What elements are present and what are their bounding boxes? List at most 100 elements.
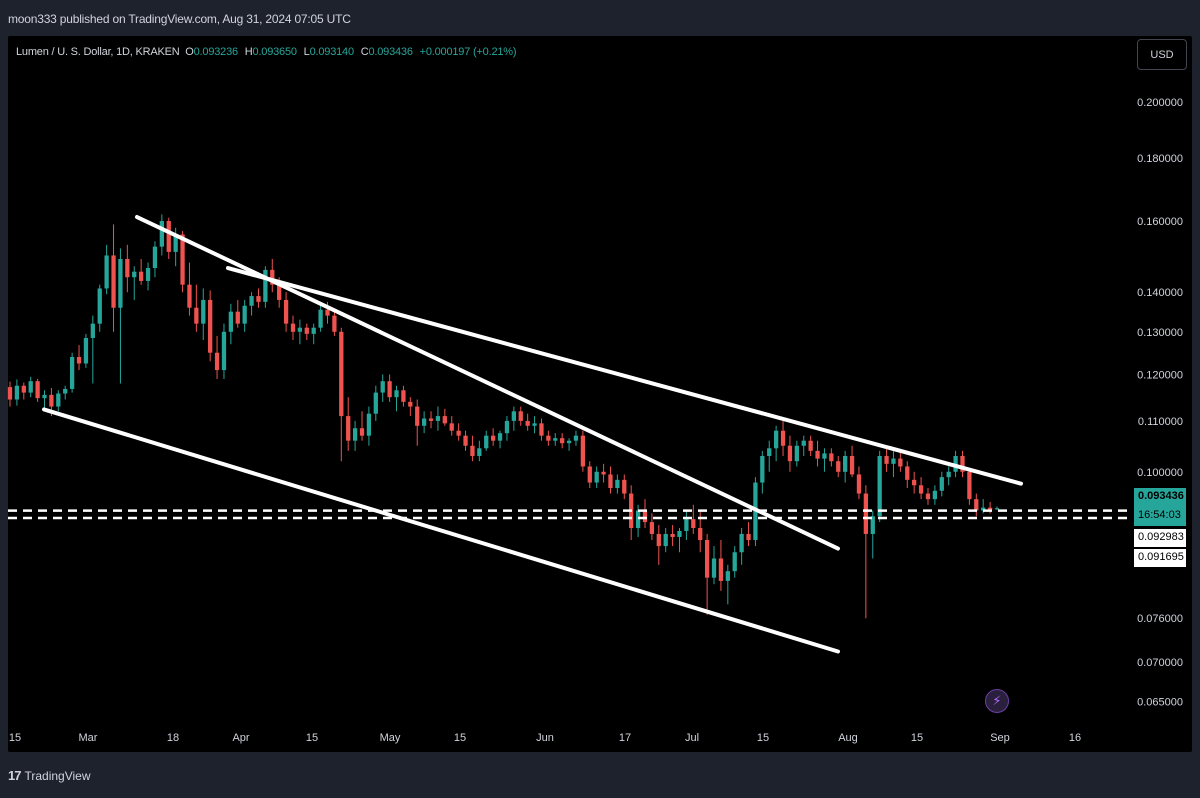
countdown-value: 16:54:03 xyxy=(1138,509,1181,521)
time-tick-label: Jun xyxy=(536,732,554,744)
trendline xyxy=(226,266,1023,486)
candle-body xyxy=(918,485,924,494)
published-credit: moon333 published on TradingView.com, Au… xyxy=(8,12,351,26)
candle-body xyxy=(863,493,868,534)
candle-body xyxy=(891,458,896,464)
candle-body xyxy=(449,423,454,431)
candle-body xyxy=(877,456,882,517)
close-label: C xyxy=(360,46,369,58)
candle-body xyxy=(939,477,944,491)
candle-body xyxy=(642,510,648,523)
top-bar: moon333 published on TradingView.com, Au… xyxy=(0,0,1200,36)
candle-body xyxy=(56,393,61,407)
candle-body xyxy=(580,435,586,467)
open-value: 0.093236 xyxy=(193,46,238,58)
candle-body xyxy=(967,471,972,500)
price-tick-label: 0.100000 xyxy=(1137,467,1183,479)
candle-body xyxy=(152,246,158,269)
candle-body xyxy=(228,311,234,332)
candle-body xyxy=(560,438,565,444)
candle-body xyxy=(829,453,834,462)
symbol-name: Lumen / U. S. Dollar, 1D, KRAKEN xyxy=(16,46,180,58)
candle-body xyxy=(387,381,392,398)
candle-body xyxy=(470,445,475,457)
chart-frame[interactable] xyxy=(8,36,1192,752)
candle-body xyxy=(263,269,268,302)
candle-body xyxy=(601,471,606,475)
price-tick-label: 0.160000 xyxy=(1137,216,1183,228)
time-tick-label: 17 xyxy=(619,732,631,744)
candle-body xyxy=(90,323,95,338)
candle-body xyxy=(525,420,530,426)
candle-body xyxy=(132,271,137,278)
currency-button[interactable]: USD xyxy=(1137,39,1187,70)
candle-body xyxy=(304,327,309,334)
candle-body xyxy=(856,474,862,494)
candle-body xyxy=(83,337,89,364)
candle-body xyxy=(504,420,510,434)
candles xyxy=(7,214,1000,619)
countdown-tag: 16:54:03 xyxy=(1134,507,1186,526)
candle-body xyxy=(484,435,489,449)
candle-body xyxy=(684,519,689,531)
change-value: +0.000197 (+0.21%) xyxy=(419,46,517,58)
candle-body xyxy=(290,323,296,332)
candle-body xyxy=(428,418,434,421)
tradingview-brand[interactable]: 17 TradingView xyxy=(8,768,91,783)
candle-body xyxy=(670,533,675,537)
candle-body xyxy=(442,416,447,424)
candle-body xyxy=(14,385,20,400)
candle-body xyxy=(214,352,220,371)
candle-body xyxy=(518,411,523,421)
candle-body xyxy=(318,309,323,328)
high-value: 0.093650 xyxy=(252,46,297,58)
time-tick-label: 15 xyxy=(9,732,21,744)
candle-body xyxy=(573,435,579,441)
candle-body xyxy=(111,255,116,308)
candle-body xyxy=(794,445,799,462)
candle-body xyxy=(932,490,938,500)
candle-body xyxy=(180,234,185,285)
candle-body xyxy=(7,387,13,400)
flash-icon[interactable]: ⚡ xyxy=(985,689,1009,713)
candle-body xyxy=(849,456,855,475)
candle-body xyxy=(974,499,979,511)
candle-body xyxy=(801,440,806,446)
candle-body xyxy=(249,296,254,306)
candle-body xyxy=(732,552,737,572)
candle-body xyxy=(815,450,820,459)
level-lower-tag: 0.091695 xyxy=(1134,549,1186,567)
candle-body xyxy=(35,381,40,399)
candle-body xyxy=(767,448,772,457)
time-tick-label: Sep xyxy=(990,732,1010,744)
candle-body xyxy=(21,385,26,393)
candle-body xyxy=(173,234,178,252)
candle-body xyxy=(594,471,599,483)
candle-body xyxy=(270,269,275,285)
candle-body xyxy=(49,394,54,407)
current-price-tag: 0.093436 xyxy=(1134,488,1186,507)
horizontal-levels xyxy=(8,509,1132,520)
candle-body xyxy=(332,315,337,332)
price-tick-label: 0.076000 xyxy=(1137,613,1183,625)
candle-body xyxy=(415,406,420,426)
candle-body xyxy=(656,533,661,547)
candle-body xyxy=(242,305,247,324)
candle-body xyxy=(159,221,164,247)
price-tick-label: 0.065000 xyxy=(1137,697,1183,709)
candle-body xyxy=(698,527,703,540)
candle-body xyxy=(201,299,206,324)
candle-body xyxy=(311,327,316,334)
candle-body xyxy=(546,435,551,441)
candle-body xyxy=(401,390,406,402)
close-value: 0.093436 xyxy=(368,46,413,58)
candle-body xyxy=(435,416,441,421)
high-label: H xyxy=(244,46,253,58)
candle-body xyxy=(946,471,951,478)
candle-body xyxy=(359,428,365,436)
candle-body xyxy=(463,435,468,446)
candle-body xyxy=(843,456,848,472)
candle-body xyxy=(297,327,303,332)
time-axis: 15 Mar 18 Apr 15 May 15 Jun 17 Jul 15 Aug 15 Sep 16 xyxy=(9,732,1081,744)
